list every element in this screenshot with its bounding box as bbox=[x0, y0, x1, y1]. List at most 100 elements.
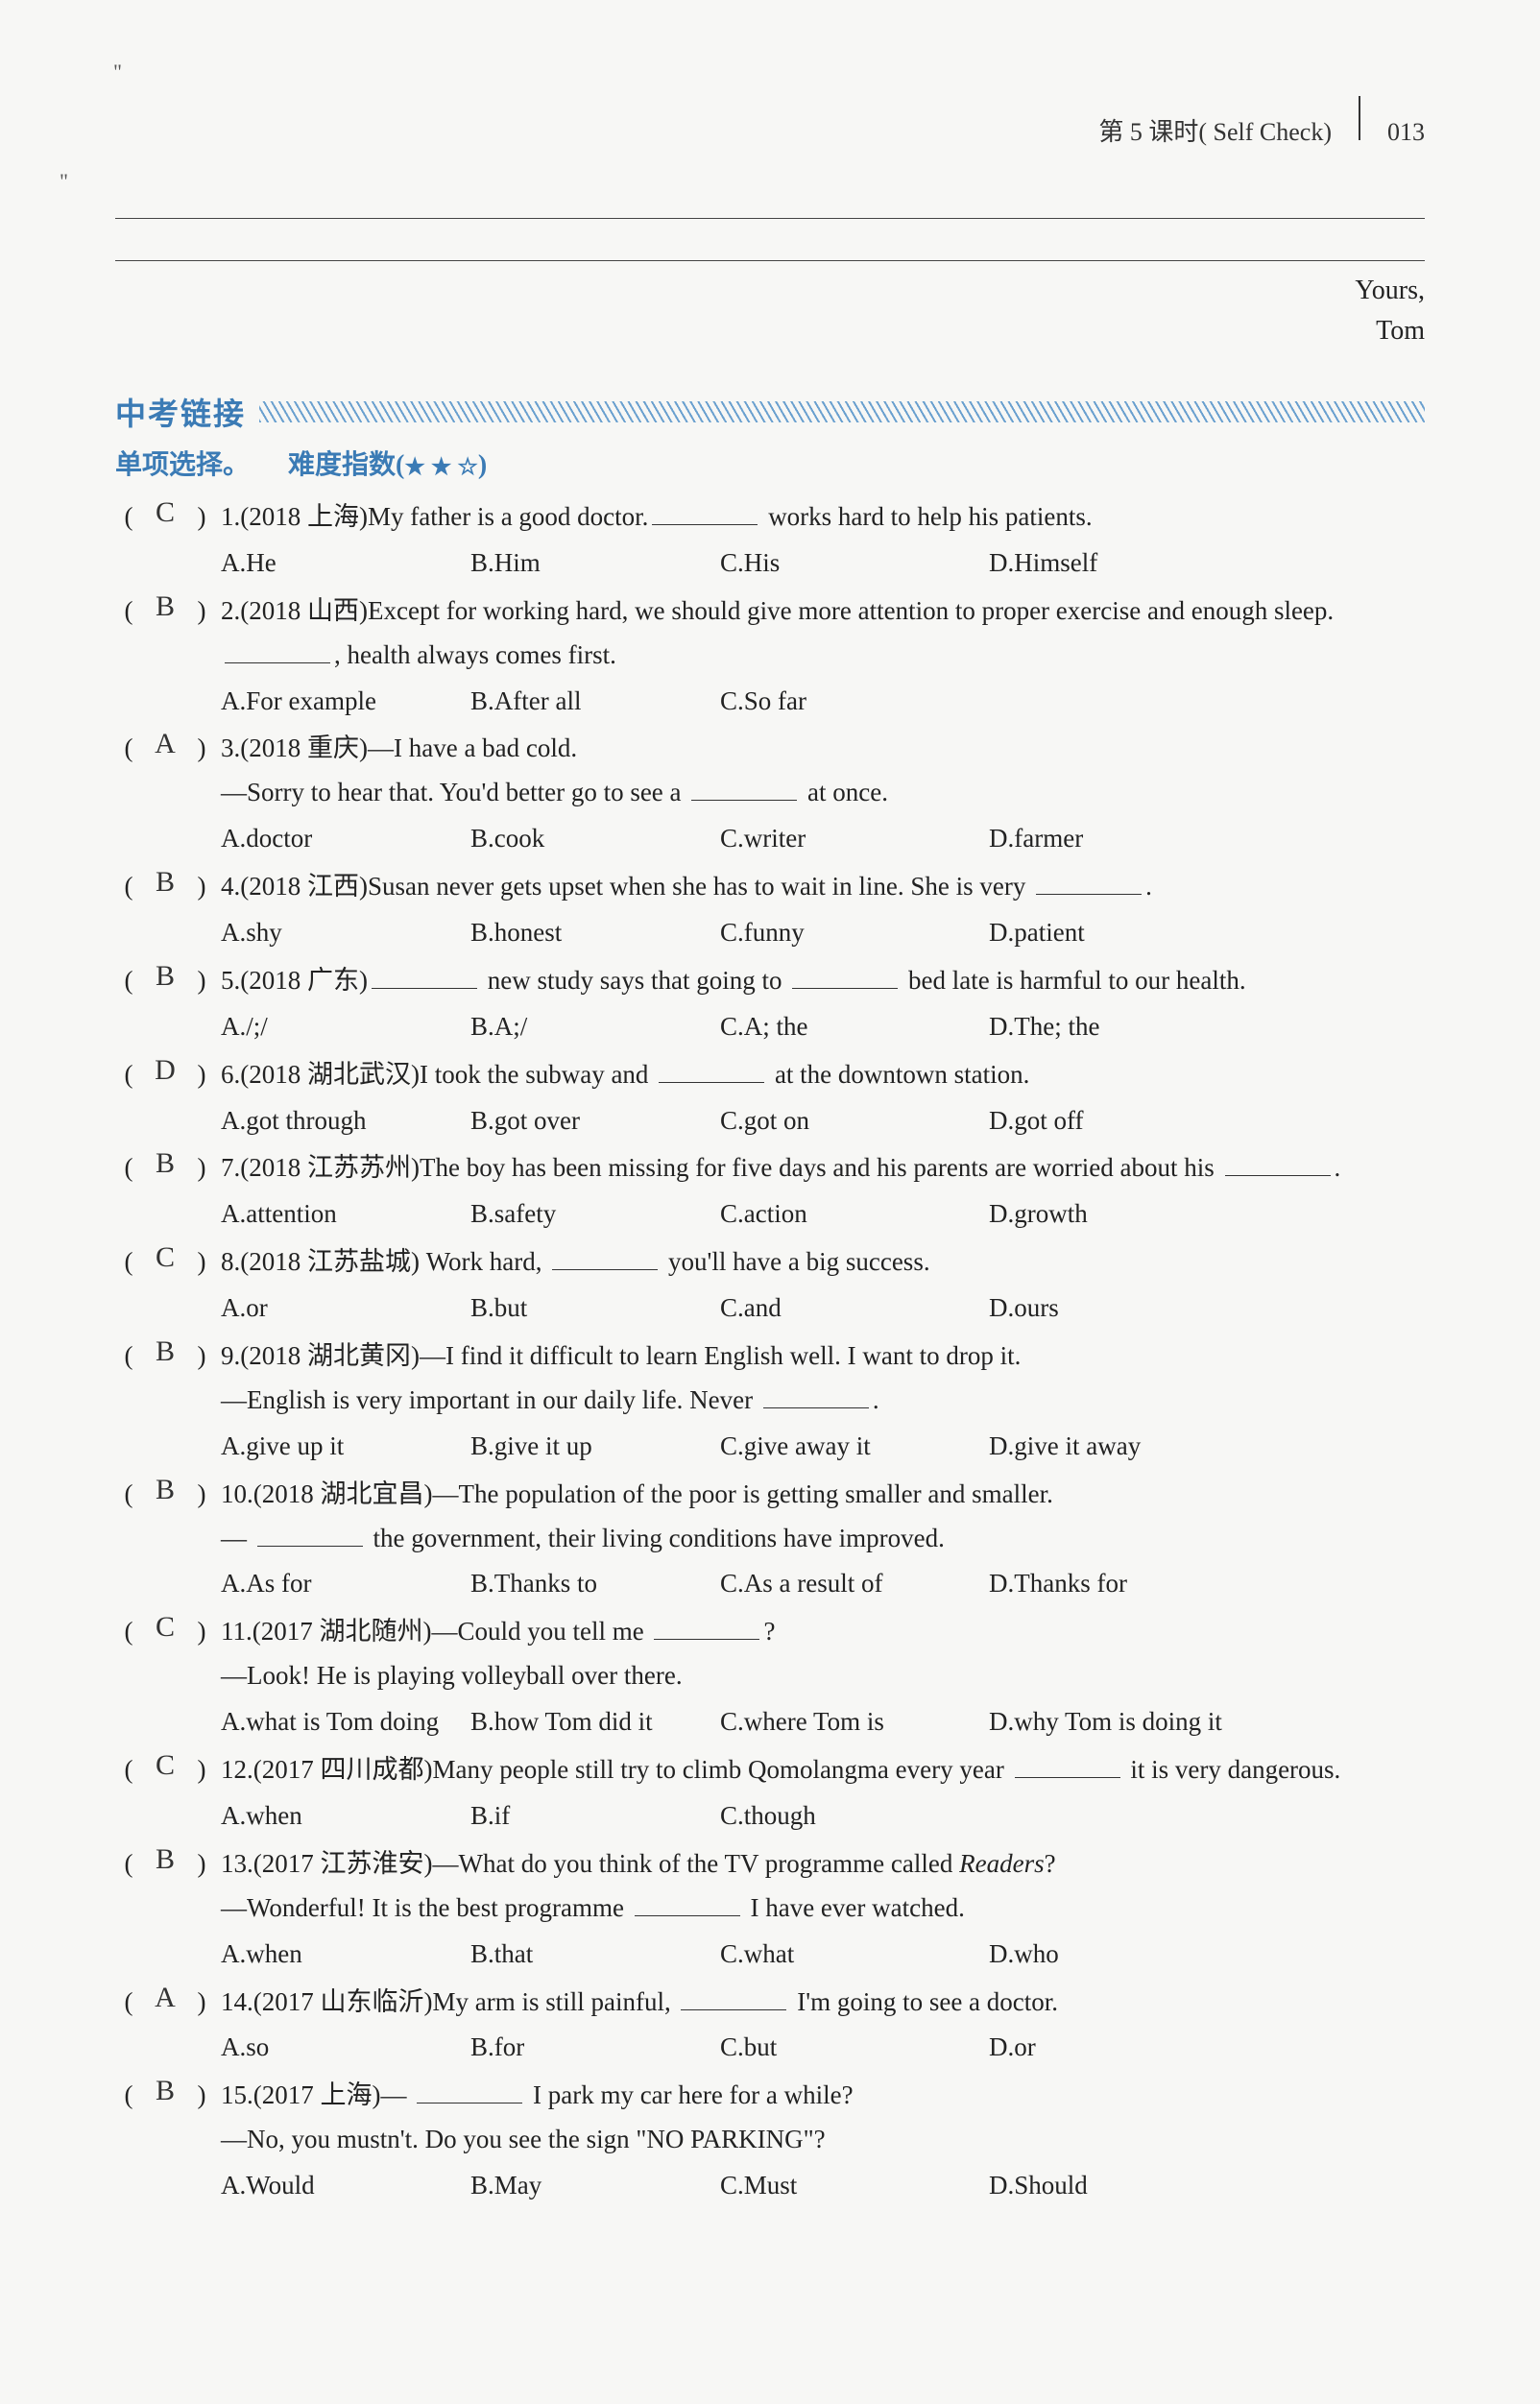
question-stem: 1.(2018 上海)My father is a good doctor. w… bbox=[221, 495, 1425, 540]
option: A.doctor bbox=[221, 817, 470, 861]
question-body: 9.(2018 湖北黄冈)—I find it difficult to lea… bbox=[215, 1334, 1425, 1469]
handwritten-answer: A bbox=[142, 1981, 188, 2015]
option: C.Must bbox=[720, 2164, 989, 2208]
option: B.cook bbox=[470, 817, 720, 861]
question-stem: 5.(2018 广东) new study says that going to… bbox=[221, 959, 1425, 1003]
question: (C)12.(2017 四川成都)Many people still try t… bbox=[115, 1748, 1425, 1839]
option: B.May bbox=[470, 2164, 720, 2208]
question-source: (2017 上海) bbox=[253, 2080, 381, 2109]
fill-blank bbox=[691, 775, 797, 801]
option: A.or bbox=[221, 1286, 470, 1331]
option: D.patient bbox=[989, 911, 1239, 955]
question-body: 15.(2017 上海)— I park my car here for a w… bbox=[215, 2074, 1425, 2208]
question-number: 3. bbox=[221, 727, 240, 771]
option: A.shy bbox=[221, 911, 470, 955]
option: C.A; the bbox=[720, 1005, 989, 1049]
paren-open: ( bbox=[115, 1473, 142, 1517]
question-body: 7.(2018 江苏苏州)The boy has been missing fo… bbox=[215, 1146, 1425, 1237]
question-body: 12.(2017 四川成都)Many people still try to c… bbox=[215, 1748, 1425, 1839]
question-source: (2018 湖北武汉) bbox=[240, 1060, 420, 1089]
option-row: A.HeB.HimC.HisD.Himself bbox=[221, 541, 1425, 586]
question-body: 8.(2018 江苏盐城) Work hard, you'll have a b… bbox=[215, 1240, 1425, 1331]
question-number: 5. bbox=[221, 959, 240, 1003]
paren-open: ( bbox=[115, 495, 142, 540]
option-row: A.shyB.honestC.funnyD.patient bbox=[221, 911, 1425, 955]
difficulty-label: 难度指数(★ ★ ☆) bbox=[288, 444, 487, 482]
question-number: 12. bbox=[221, 1748, 253, 1792]
option: D.The; the bbox=[989, 1005, 1239, 1049]
question-number: 6. bbox=[221, 1053, 240, 1097]
option: A.For example bbox=[221, 680, 470, 724]
paren-close: ) bbox=[188, 2074, 215, 2118]
paren-close: ) bbox=[188, 1053, 215, 1097]
handwritten-answer: B bbox=[142, 959, 188, 994]
paren-close: ) bbox=[188, 1842, 215, 1887]
paren-close: ) bbox=[188, 727, 215, 771]
question-source: (2018 湖北黄冈) bbox=[240, 1341, 420, 1370]
paren-open: ( bbox=[115, 1053, 142, 1097]
question-stem: 8.(2018 江苏盐城) Work hard, you'll have a b… bbox=[221, 1240, 1425, 1285]
section-subheader: 单项选择。 难度指数(★ ★ ☆) bbox=[115, 444, 1425, 482]
question-body: 13.(2017 江苏淮安)—What do you think of the … bbox=[215, 1842, 1425, 1977]
question-continuation: —Look! He is playing volleyball over the… bbox=[221, 1654, 1425, 1698]
page-header: 第 5 课时( Self Check) 013 bbox=[115, 96, 1425, 148]
question: (B)13.(2017 江苏淮安)—What do you think of t… bbox=[115, 1842, 1425, 1977]
question-stem: 6.(2018 湖北武汉)I took the subway and at th… bbox=[221, 1053, 1425, 1097]
option: D.growth bbox=[989, 1192, 1239, 1237]
handwritten-answer: B bbox=[142, 865, 188, 900]
option: D.why Tom is doing it bbox=[989, 1700, 1239, 1744]
option: B.got over bbox=[470, 1099, 720, 1143]
option-row: A.got throughB.got overC.got onD.got off bbox=[221, 1099, 1425, 1143]
option: D.Should bbox=[989, 2164, 1239, 2208]
fill-blank bbox=[635, 1890, 740, 1916]
paren-close: ) bbox=[188, 1334, 215, 1379]
writing-lines bbox=[115, 186, 1425, 261]
option-row: A.attentionB.safetyC.actionD.growth bbox=[221, 1192, 1425, 1237]
chapter-label: 第 5 课时( Self Check) bbox=[1098, 112, 1332, 148]
question: (B)15.(2017 上海)— I park my car here for … bbox=[115, 2074, 1425, 2208]
handwritten-answer: B bbox=[142, 1473, 188, 1507]
question: (B)7.(2018 江苏苏州)The boy has been missing… bbox=[115, 1146, 1425, 1237]
question: (B)9.(2018 湖北黄冈)—I find it difficult to … bbox=[115, 1334, 1425, 1469]
question-number: 14. bbox=[221, 1981, 253, 2025]
signoff: Yours, Tom bbox=[115, 271, 1425, 351]
option: C.His bbox=[720, 541, 989, 586]
option: A.got through bbox=[221, 1099, 470, 1143]
option-row: A.whenB.ifC.though bbox=[221, 1794, 1425, 1839]
stars: ★ ★ ☆ bbox=[404, 455, 478, 480]
handwritten-answer: C bbox=[142, 495, 188, 530]
question-stem: 2.(2018 山西)Except for working hard, we s… bbox=[221, 589, 1425, 634]
section-header: 中考链接 bbox=[115, 390, 1425, 434]
question-number: 7. bbox=[221, 1146, 240, 1190]
question-source: (2018 山西) bbox=[240, 596, 368, 625]
question: (A)14.(2017 山东临沂)My arm is still painful… bbox=[115, 1981, 1425, 2071]
paren-close: ) bbox=[188, 1748, 215, 1792]
option-row: A.orB.butC.andD.ours bbox=[221, 1286, 1425, 1331]
question-source: (2017 山东临沂) bbox=[253, 1987, 433, 2016]
handwritten-answer: B bbox=[142, 589, 188, 624]
paren-close: ) bbox=[188, 1981, 215, 2025]
question-body: 4.(2018 江西)Susan never gets upset when s… bbox=[215, 865, 1425, 955]
paren-open: ( bbox=[115, 959, 142, 1003]
option: D.or bbox=[989, 2026, 1239, 2070]
question-body: 3.(2018 重庆)—I have a bad cold.—Sorry to … bbox=[215, 727, 1425, 861]
question-body: 6.(2018 湖北武汉)I took the subway and at th… bbox=[215, 1053, 1425, 1143]
question-number: 15. bbox=[221, 2074, 253, 2118]
question: (C)11.(2017 湖北随州)—Could you tell me ?—Lo… bbox=[115, 1610, 1425, 1744]
question-stem: 9.(2018 湖北黄冈)—I find it difficult to lea… bbox=[221, 1334, 1425, 1379]
question-number: 4. bbox=[221, 865, 240, 909]
paren-open: ( bbox=[115, 727, 142, 771]
question-body: 1.(2018 上海)My father is a good doctor. w… bbox=[215, 495, 1425, 586]
option: C.funny bbox=[720, 911, 989, 955]
option: B.Thanks to bbox=[470, 1562, 720, 1606]
handwritten-answer: B bbox=[142, 1842, 188, 1877]
question-body: 2.(2018 山西)Except for working hard, we s… bbox=[215, 589, 1425, 724]
paren-close: ) bbox=[188, 495, 215, 540]
paren-open: ( bbox=[115, 1334, 142, 1379]
question: (D)6.(2018 湖北武汉)I took the subway and at… bbox=[115, 1053, 1425, 1143]
option: A.As for bbox=[221, 1562, 470, 1606]
question-body: 5.(2018 广东) new study says that going to… bbox=[215, 959, 1425, 1049]
handwritten-answer: A bbox=[142, 727, 188, 761]
question-number: 1. bbox=[221, 495, 240, 540]
option: C.So far bbox=[720, 680, 989, 724]
